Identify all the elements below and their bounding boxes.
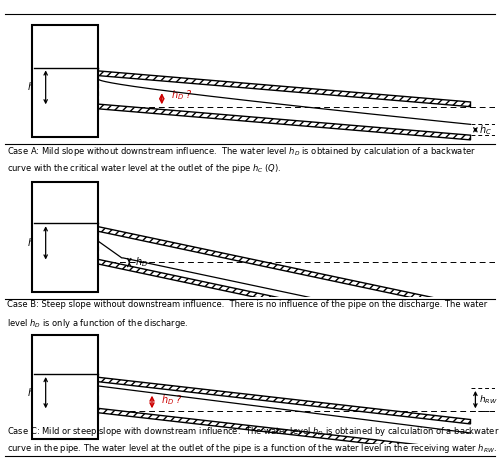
Text: level $h_D$ is only a function of the discharge.: level $h_D$ is only a function of the di…	[8, 317, 189, 330]
Text: $h_D$: $h_D$	[135, 256, 148, 270]
Polygon shape	[98, 71, 470, 107]
Polygon shape	[98, 377, 470, 424]
Polygon shape	[98, 259, 470, 343]
Text: $h_D$ ?: $h_D$ ?	[170, 88, 192, 102]
Polygon shape	[98, 227, 470, 310]
Text: $h_U$: $h_U$	[27, 236, 40, 250]
Text: curve with the critical water level at the outlet of the pipe $h_C$ ($Q$).: curve with the critical water level at t…	[8, 162, 282, 175]
Text: Case B: Steep slope without downstream influence.  There is no influence of the : Case B: Steep slope without downstream i…	[8, 300, 488, 309]
Text: Case C: Mild or steep slope with downstream influence.  The water level $h_D$ is: Case C: Mild or steep slope with downstr…	[8, 425, 500, 438]
Text: $h_U$: $h_U$	[27, 80, 40, 94]
Bar	[32, 26, 98, 137]
Text: $h_C$: $h_C$	[479, 123, 492, 137]
Text: $h_{RW}$: $h_{RW}$	[479, 394, 498, 406]
Text: $h_D$ ?: $h_D$ ?	[161, 393, 182, 407]
Polygon shape	[98, 408, 470, 455]
Text: $h_U$: $h_U$	[27, 386, 40, 400]
Text: Case A: Mild slope without downstream influence.  The water level $h_D$ is obtai: Case A: Mild slope without downstream in…	[8, 145, 476, 158]
Bar	[32, 182, 98, 292]
Text: curve in the pipe. The water level at the outlet of the pipe is a function of th: curve in the pipe. The water level at th…	[8, 442, 498, 455]
Bar	[32, 335, 98, 439]
Polygon shape	[98, 104, 470, 140]
